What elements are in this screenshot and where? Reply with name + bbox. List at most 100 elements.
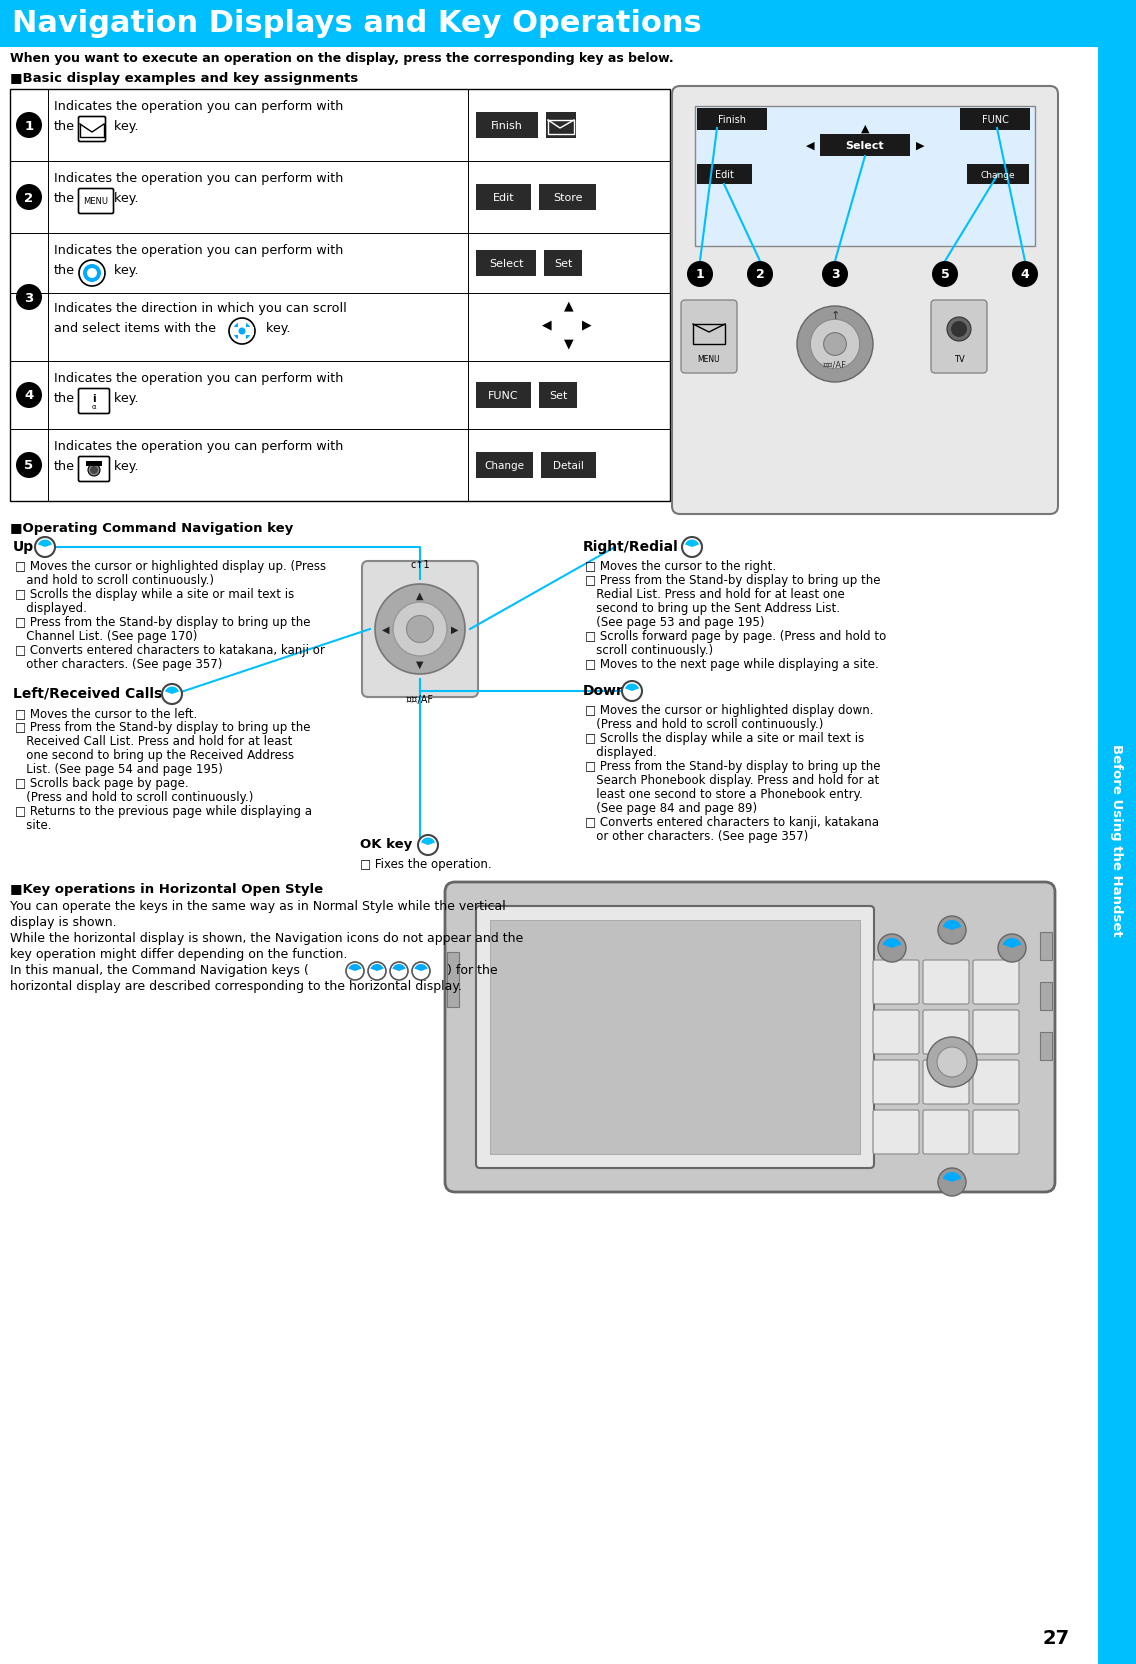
Text: □ Scrolls back page by page.: □ Scrolls back page by page.: [15, 777, 189, 789]
Text: MENU: MENU: [698, 354, 720, 364]
Wedge shape: [1003, 938, 1021, 948]
Bar: [476, 113, 538, 138]
FancyBboxPatch shape: [872, 960, 919, 1005]
Circle shape: [229, 319, 254, 344]
Circle shape: [162, 684, 182, 704]
Bar: [695, 106, 1035, 246]
Text: display is shown.: display is shown.: [10, 915, 117, 929]
FancyBboxPatch shape: [922, 1060, 969, 1105]
Text: α: α: [92, 404, 97, 409]
Bar: [10, 90, 670, 503]
Bar: [698, 165, 752, 185]
Text: 2: 2: [25, 191, 34, 205]
Wedge shape: [392, 965, 406, 972]
Text: Indicates the operation you can perform with: Indicates the operation you can perform …: [55, 100, 343, 113]
Text: You can operate the keys in the same way as in Normal Style while the vertical: You can operate the keys in the same way…: [10, 900, 506, 912]
Text: horizontal display are described corresponding to the horizontal display.: horizontal display are described corresp…: [10, 980, 462, 992]
Text: □ Moves the cursor to the left.: □ Moves the cursor to the left.: [15, 707, 198, 719]
Text: ▲: ▲: [861, 123, 869, 133]
Text: ▶: ▶: [916, 141, 925, 151]
Text: □ Fixes the operation.: □ Fixes the operation.: [360, 857, 492, 870]
Circle shape: [393, 602, 446, 657]
Circle shape: [810, 319, 860, 369]
Text: Indicates the operation you can perform with: Indicates the operation you can perform …: [55, 371, 343, 384]
Text: ■Key operations in Horizontal Open Style: ■Key operations in Horizontal Open Style: [10, 882, 323, 895]
Circle shape: [932, 261, 958, 288]
Text: Edit: Edit: [715, 170, 734, 180]
Text: □ Moves the cursor or highlighted display up. (Press: □ Moves the cursor or highlighted displa…: [15, 559, 326, 572]
Bar: [546, 113, 576, 138]
Text: □ Press from the Stand-by display to bring up the: □ Press from the Stand-by display to bri…: [585, 759, 880, 772]
Wedge shape: [37, 541, 52, 547]
Text: ▼: ▼: [416, 659, 424, 669]
FancyBboxPatch shape: [922, 1010, 969, 1055]
Text: TV: TV: [953, 354, 964, 364]
Bar: [1099, 0, 1136, 1664]
Text: or other characters. (See page 357): or other characters. (See page 357): [585, 829, 808, 842]
Text: Down: Down: [583, 684, 627, 697]
Text: (Press and hold to scroll continuously.): (Press and hold to scroll continuously.): [15, 790, 253, 804]
Text: Finish: Finish: [491, 121, 523, 131]
Text: one second to bring up the Received Address: one second to bring up the Received Addr…: [15, 749, 294, 762]
Wedge shape: [625, 684, 640, 692]
FancyBboxPatch shape: [476, 907, 874, 1168]
Text: (Press and hold to scroll continuously.): (Press and hold to scroll continuously.): [585, 717, 824, 730]
Text: second to bring up the Sent Address List.: second to bring up the Sent Address List…: [585, 602, 840, 614]
Circle shape: [407, 616, 434, 642]
Circle shape: [999, 935, 1026, 962]
Text: ¤¤/AF: ¤¤/AF: [822, 359, 847, 369]
Bar: [446, 952, 459, 1007]
Text: ) for the: ) for the: [446, 963, 498, 977]
Text: Select: Select: [488, 260, 524, 270]
Circle shape: [824, 333, 846, 356]
Text: Edit: Edit: [493, 193, 515, 203]
Bar: [1039, 1032, 1052, 1060]
Bar: [476, 185, 531, 211]
Text: 3: 3: [24, 291, 34, 305]
Text: ▲: ▲: [416, 591, 424, 601]
Text: □ Press from the Stand-by display to bring up the: □ Press from the Stand-by display to bri…: [15, 721, 310, 734]
Text: In this manual, the Command Navigation keys (: In this manual, the Command Navigation k…: [10, 963, 309, 977]
Text: and select items with the: and select items with the: [55, 321, 216, 334]
Circle shape: [16, 185, 42, 211]
Text: □ Moves to the next page while displaying a site.: □ Moves to the next page while displayin…: [585, 657, 879, 671]
Bar: [538, 185, 596, 211]
Text: 5: 5: [25, 459, 34, 473]
Text: ■Operating Command Navigation key: ■Operating Command Navigation key: [10, 522, 293, 534]
Circle shape: [239, 328, 245, 336]
Text: other characters. (See page 357): other characters. (See page 357): [15, 657, 223, 671]
Text: MENU: MENU: [84, 198, 109, 206]
Bar: [820, 135, 910, 156]
Wedge shape: [415, 965, 427, 972]
Circle shape: [83, 265, 101, 283]
Text: □ Scrolls the display while a site or mail text is: □ Scrolls the display while a site or ma…: [585, 732, 864, 744]
Text: 4: 4: [1020, 268, 1029, 281]
Text: Finish: Finish: [718, 115, 746, 125]
FancyBboxPatch shape: [362, 562, 478, 697]
Text: Indicates the direction in which you can scroll: Indicates the direction in which you can…: [55, 301, 346, 314]
Text: □ Converts entered characters to katakana, kanji or: □ Converts entered characters to katakan…: [15, 644, 325, 657]
FancyBboxPatch shape: [974, 960, 1019, 1005]
Text: the: the: [55, 391, 75, 404]
Circle shape: [927, 1037, 977, 1087]
Text: key.: key.: [110, 120, 139, 133]
Bar: [231, 328, 254, 336]
Bar: [0, 0, 1099, 48]
Circle shape: [951, 321, 967, 338]
Circle shape: [368, 962, 386, 980]
Text: Received Call List. Press and hold for at least: Received Call List. Press and hold for a…: [15, 734, 292, 747]
Circle shape: [87, 270, 97, 280]
Text: the: the: [55, 191, 75, 205]
Text: Search Phonebook display. Press and hold for at: Search Phonebook display. Press and hold…: [585, 774, 879, 787]
Bar: [490, 920, 860, 1155]
Wedge shape: [421, 839, 435, 845]
Text: ▼: ▼: [565, 338, 574, 351]
Circle shape: [346, 962, 364, 980]
Bar: [476, 251, 536, 276]
Wedge shape: [883, 938, 901, 948]
Text: Right/Redial: Right/Redial: [583, 539, 678, 554]
Text: When you want to execute an operation on the display, press the corresponding ke: When you want to execute an operation on…: [10, 52, 674, 65]
Text: OK key: OK key: [360, 837, 412, 850]
Text: FUNC: FUNC: [982, 115, 1009, 125]
Text: List. (See page 54 and page 195): List. (See page 54 and page 195): [15, 762, 223, 775]
